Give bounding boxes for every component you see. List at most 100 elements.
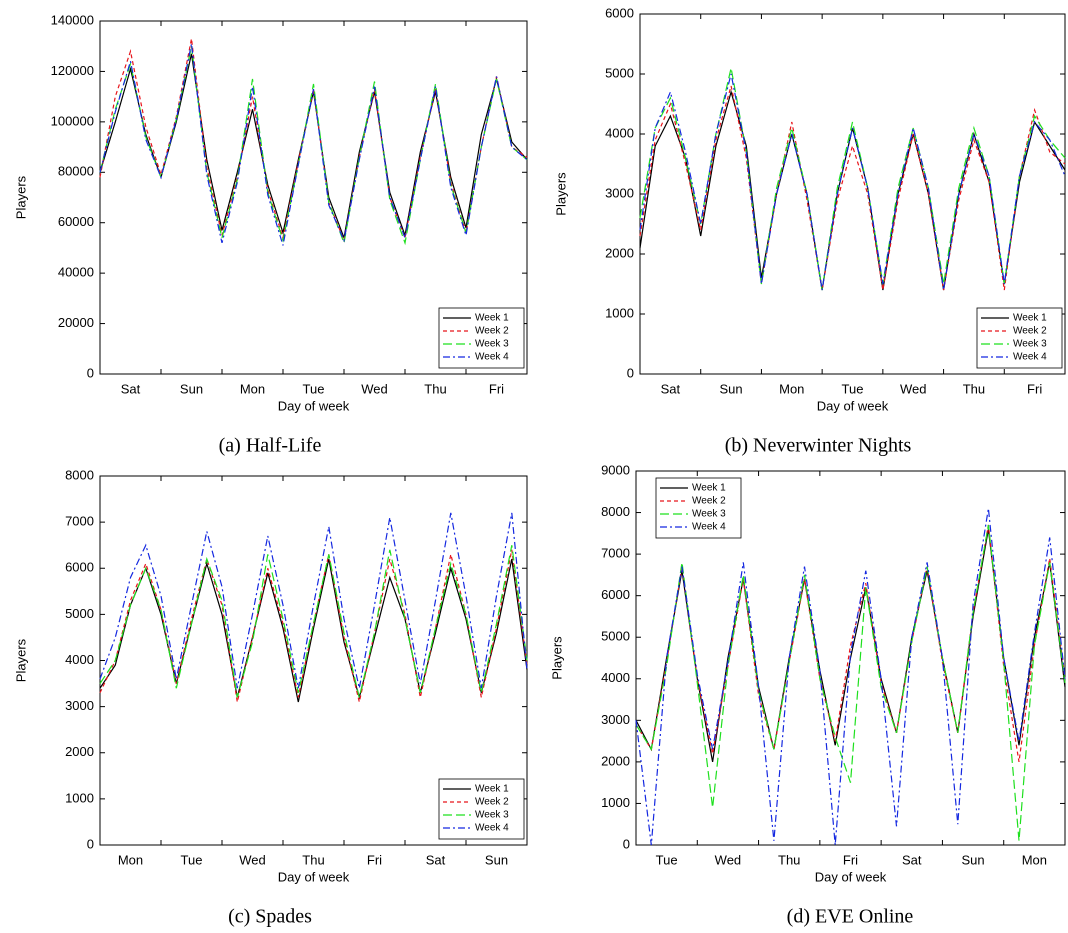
- y-tick-label: 1000: [605, 305, 634, 320]
- legend-label: Week 3: [1013, 339, 1047, 350]
- y-tick-label: 3000: [65, 698, 94, 713]
- y-axis-label: Players: [549, 636, 564, 680]
- series-line: [635, 524, 1066, 841]
- y-tick-label: 4000: [605, 125, 634, 140]
- legend-label: Week 4: [475, 823, 509, 834]
- series-line: [635, 524, 1066, 762]
- series-line: [635, 508, 1066, 846]
- series-line: [639, 73, 1066, 291]
- y-tick-label: 2000: [65, 744, 94, 759]
- x-tick-label: Wed: [715, 852, 742, 867]
- y-tick-label: 8000: [601, 504, 630, 519]
- y-tick-label: 6000: [65, 560, 94, 575]
- x-tick-label: Fri: [843, 852, 858, 867]
- y-tick-label: 0: [87, 836, 94, 851]
- caption: (b) Neverwinter Nights: [725, 435, 912, 457]
- y-axis-label: Players: [13, 638, 28, 682]
- x-tick-label: Thu: [424, 381, 446, 396]
- y-tick-label: 4000: [65, 652, 94, 667]
- x-axis-label: Day of week: [815, 869, 887, 884]
- y-tick-label: 0: [623, 836, 630, 851]
- x-tick-label: Tue: [656, 852, 678, 867]
- x-axis-label: Day of week: [817, 398, 889, 413]
- x-tick-label: Fri: [367, 852, 382, 867]
- y-tick-label: 4000: [601, 670, 630, 685]
- legend-label: Week 2: [1013, 326, 1047, 337]
- y-tick-label: 3000: [601, 712, 630, 727]
- y-tick-label: 9000: [601, 462, 630, 477]
- y-tick-label: 120000: [51, 63, 94, 78]
- x-tick-label: Wed: [361, 381, 388, 396]
- y-tick-label: 6000: [605, 5, 634, 20]
- x-tick-label: Thu: [302, 852, 324, 867]
- y-tick-label: 40000: [58, 265, 94, 280]
- x-tick-label: Tue: [303, 381, 325, 396]
- y-tick-label: 5000: [65, 606, 94, 621]
- x-tick-label: Sat: [121, 381, 141, 396]
- y-tick-label: 3000: [605, 185, 634, 200]
- y-tick-label: 1000: [601, 795, 630, 810]
- series-line: [99, 558, 528, 703]
- x-tick-label: Wed: [239, 852, 266, 867]
- legend-label: Week 2: [475, 326, 509, 337]
- x-tick-label: Sun: [180, 381, 203, 396]
- caption: (a) Half-Life: [219, 435, 322, 457]
- x-tick-label: Mon: [779, 381, 804, 396]
- series-line: [99, 43, 528, 246]
- x-tick-label: Mon: [240, 381, 265, 396]
- x-tick-label: Tue: [842, 381, 864, 396]
- x-tick-label: Sun: [485, 852, 508, 867]
- legend-label: Week 4: [475, 352, 509, 363]
- legend-label: Week 1: [1013, 313, 1047, 324]
- y-tick-label: 80000: [58, 164, 94, 179]
- x-tick-label: Fri: [489, 381, 504, 396]
- x-tick-label: Mon: [1022, 852, 1047, 867]
- x-tick-label: Mon: [118, 852, 143, 867]
- legend-label: Week 3: [692, 509, 726, 520]
- y-tick-label: 6000: [601, 587, 630, 602]
- series-line: [99, 545, 528, 698]
- y-tick-label: 1000: [65, 790, 94, 805]
- legend-label: Week 1: [692, 483, 726, 494]
- panel: 0 1000 2000 3000 4000 5000 6000 7000 8000 9000 Tue…: [549, 462, 1066, 928]
- y-tick-label: 140000: [51, 12, 94, 27]
- y-tick-label: 100000: [51, 113, 94, 128]
- panel: 0 1000 2000 3000 4000 5000 6000 Sat Sun Mon Tue Wed…: [553, 5, 1066, 457]
- series-line: [99, 38, 528, 243]
- series-line: [99, 53, 528, 241]
- series-line: [99, 46, 528, 246]
- legend-label: Week 3: [475, 810, 509, 821]
- y-tick-label: 5000: [601, 629, 630, 644]
- x-tick-label: Sat: [426, 852, 446, 867]
- y-tick-label: 20000: [58, 315, 94, 330]
- x-tick-label: Sat: [902, 852, 922, 867]
- y-tick-label: 5000: [605, 65, 634, 80]
- x-tick-label: Sun: [962, 852, 985, 867]
- series-line: [99, 512, 528, 689]
- caption: (d) EVE Online: [787, 906, 914, 928]
- x-tick-label: Wed: [900, 381, 927, 396]
- legend-label: Week 1: [475, 313, 509, 324]
- y-axis-label: Players: [13, 175, 28, 219]
- plot-frame: [99, 20, 528, 375]
- y-tick-label: 8000: [65, 467, 94, 482]
- panel: 0 1000 2000 3000 4000 5000 6000 7000 8000 Mon Tue W…: [13, 467, 528, 928]
- panel: 0 20000 40000 60000 80000 100000 120000 140000 S…: [13, 12, 528, 457]
- y-tick-label: 0: [627, 365, 634, 380]
- legend-label: Week 1: [475, 784, 509, 795]
- x-tick-label: Fri: [1027, 381, 1042, 396]
- series-line: [639, 67, 1066, 291]
- y-tick-label: 60000: [58, 214, 94, 229]
- x-tick-label: Sat: [661, 381, 681, 396]
- x-tick-label: Thu: [778, 852, 800, 867]
- x-tick-label: Sun: [720, 381, 743, 396]
- plot-frame: [635, 470, 1066, 846]
- legend-label: Week 2: [692, 496, 726, 507]
- caption: (c) Spades: [228, 906, 312, 928]
- y-tick-label: 0: [87, 365, 94, 380]
- y-tick-label: 2000: [605, 245, 634, 260]
- y-tick-label: 2000: [601, 753, 630, 768]
- y-axis-label: Players: [553, 172, 568, 216]
